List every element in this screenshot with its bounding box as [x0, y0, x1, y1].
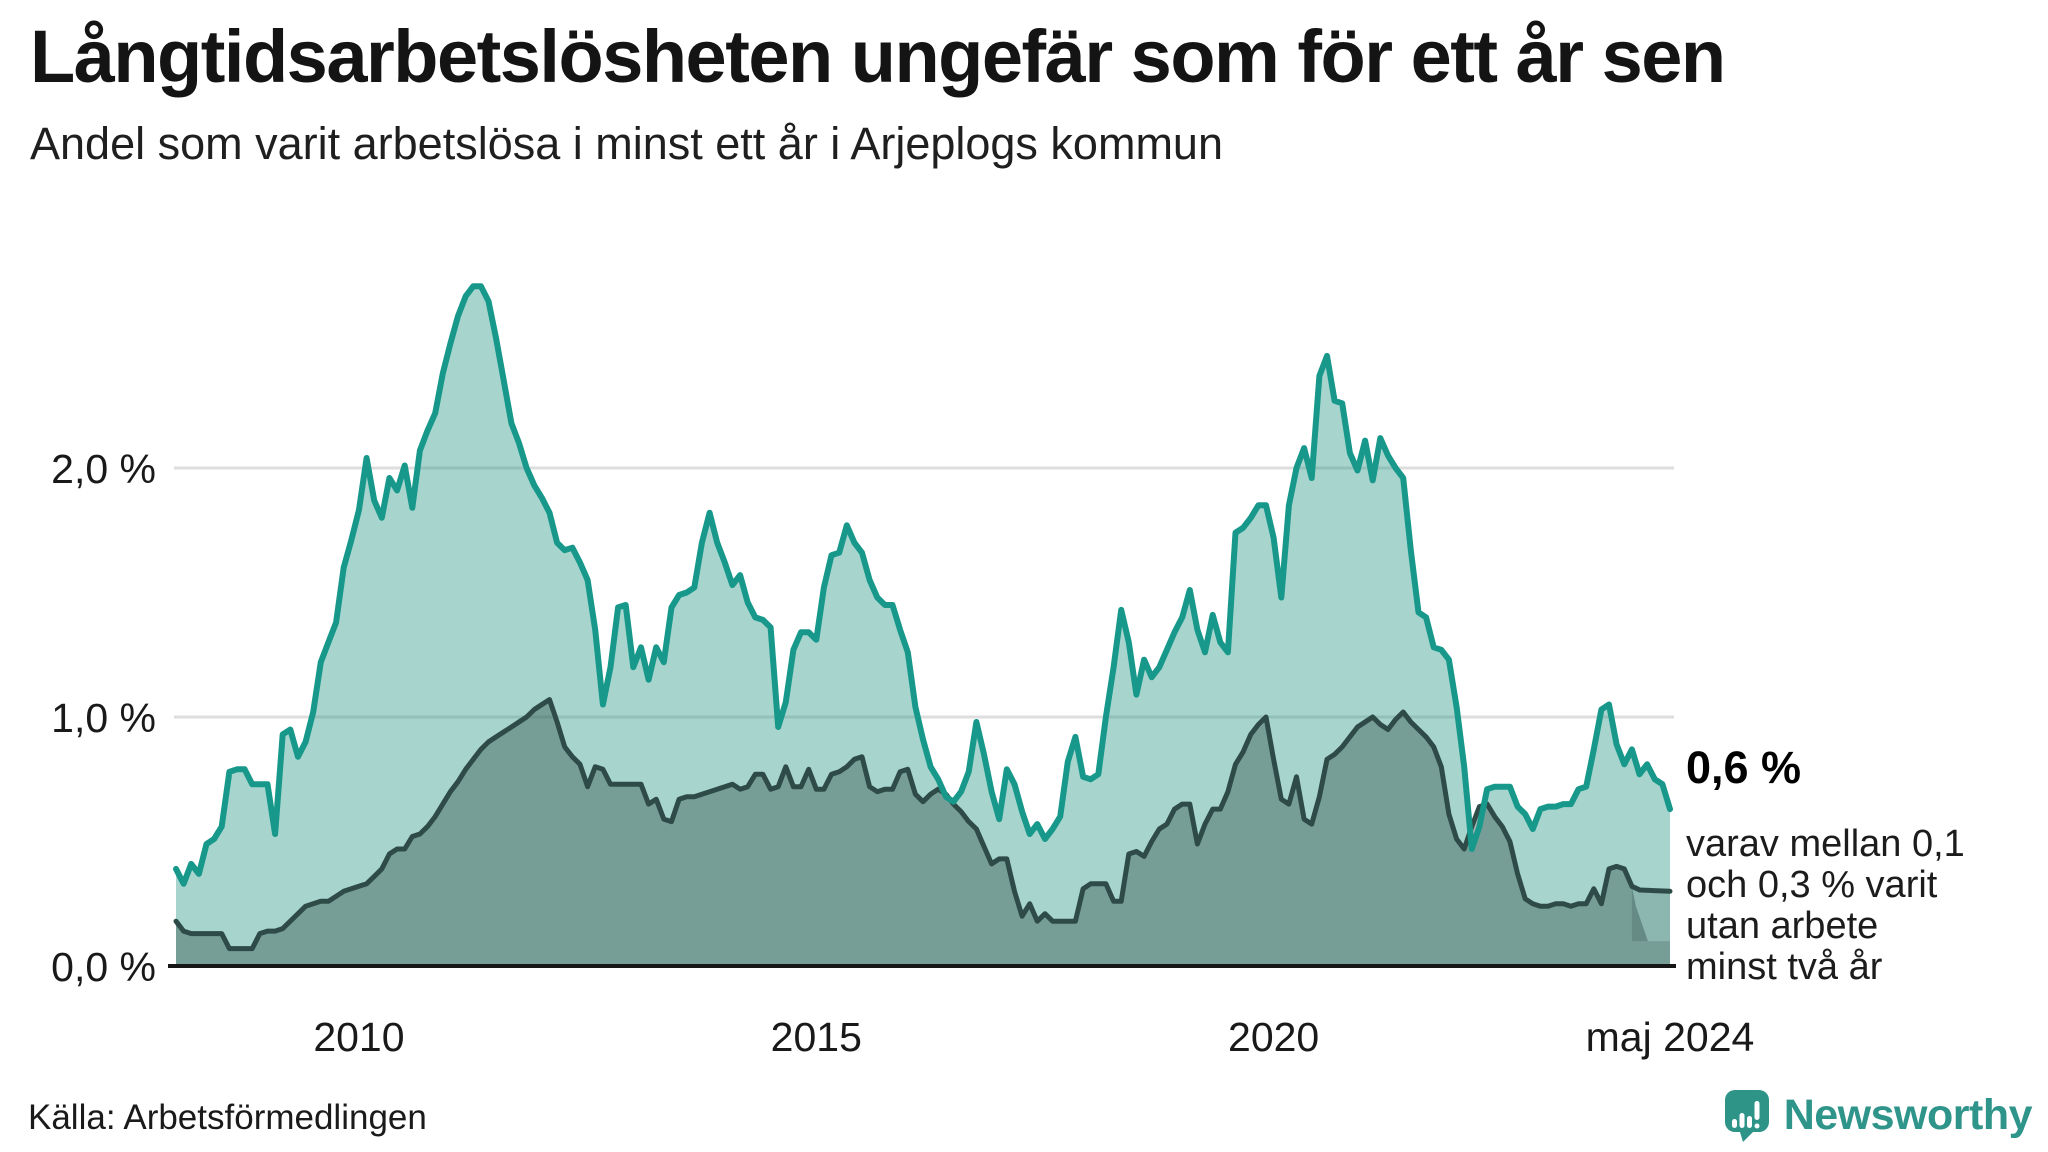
source-credit: Källa: Arbetsförmedlingen [28, 1098, 427, 1137]
area-total-1yr [176, 286, 1670, 966]
x-tick-label: maj 2024 [1586, 1014, 1755, 1060]
area-2yr [176, 699, 1670, 966]
censored-range-band [1631, 886, 1670, 942]
y-tick-label: 0,0 % [51, 944, 156, 990]
end-value-note: varav mellan 0,1 och 0,3 % varit utan arbe… [1686, 824, 2042, 988]
end-value-note-line: varav mellan 0,1 [1686, 823, 1965, 865]
x-tick-label: 2010 [313, 1014, 404, 1060]
end-value-annotation: 0,6 % varav mellan 0,1 och 0,3 % varit uta… [1686, 742, 2042, 988]
end-value-label: 0,6 % [1686, 742, 1802, 793]
chart-subtitle: Andel som varit arbetslösa i minst ett å… [30, 118, 1223, 169]
line-total-1yr [173, 283, 1673, 887]
y-tick-label: 1,0 % [51, 695, 156, 741]
y-tick-label: 2,0 % [51, 446, 156, 492]
page-title: Långtidsarbetslösheten ungefär som för e… [30, 15, 1726, 98]
line-2yr [173, 697, 1673, 952]
end-value-note-line: utan arbete [1686, 905, 1879, 947]
newsworthy-chart-bubble-icon [1724, 1090, 1769, 1142]
x-tick-label: 2015 [771, 1014, 862, 1060]
newsworthy-wordmark: Newsworthy [1783, 1090, 2033, 1139]
newsworthy-logo: Newsworthy [1723, 1088, 2033, 1142]
end-value-note-line: minst två år [1686, 946, 1883, 988]
end-value-note-line: och 0,3 % varit [1686, 864, 1938, 906]
x-tick-label: 2020 [1228, 1014, 1319, 1060]
